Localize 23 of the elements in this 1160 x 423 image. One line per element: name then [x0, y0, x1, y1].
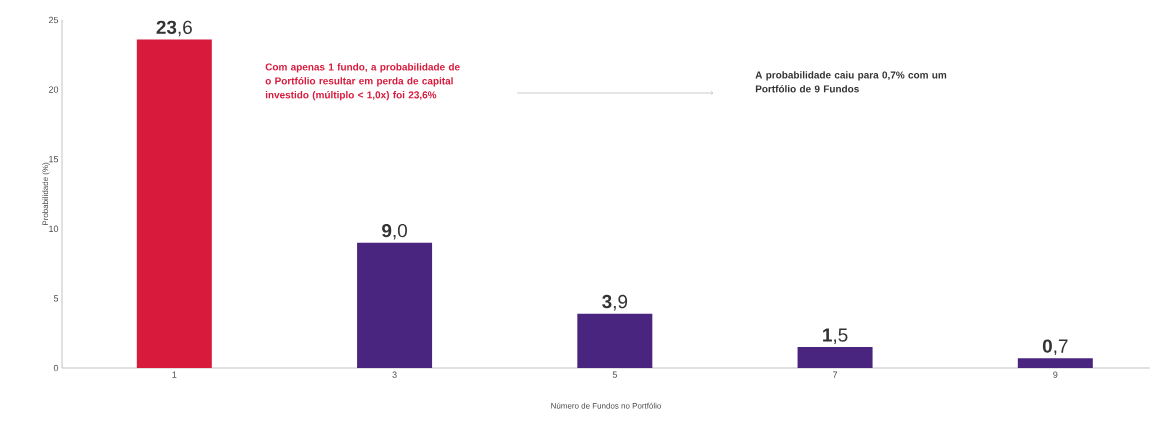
annotation: Com apenas 1 fundo, a probabilidade de o Portfólio resultar em perda de capital investido (múltiplo < 1,0x) foi 23,6%: [265, 63, 460, 101]
data-label: 1,5: [823, 328, 848, 344]
data-label: 9,0: [382, 223, 407, 240]
y-tick-label: 25: [48, 16, 59, 24]
data-label: 0,7: [1042, 339, 1068, 356]
annotation: A probabilidade caiu para 0,7% com um Portfólio de 9 Fundos: [755, 71, 947, 93]
x-tick-label: 3: [392, 371, 397, 378]
y-tick-label: 15: [49, 156, 59, 163]
bar: [136, 39, 212, 368]
bar: [797, 347, 873, 368]
bar: [1017, 358, 1093, 368]
data-label: 3,9: [602, 294, 628, 311]
x-tick-label: 1: [172, 371, 177, 378]
x-tick-label: 9: [1053, 371, 1058, 378]
y-tick-label: 20: [48, 86, 59, 93]
bar: [357, 242, 433, 368]
y-tick-label: 0: [53, 364, 59, 372]
x-tick-label: 5: [612, 371, 617, 378]
y-tick-label: 10: [49, 225, 59, 232]
bar: [577, 313, 653, 368]
x-tick-label: 7: [833, 371, 838, 378]
data-label: 23,6: [156, 20, 192, 37]
y-tick-label: 5: [53, 295, 59, 302]
